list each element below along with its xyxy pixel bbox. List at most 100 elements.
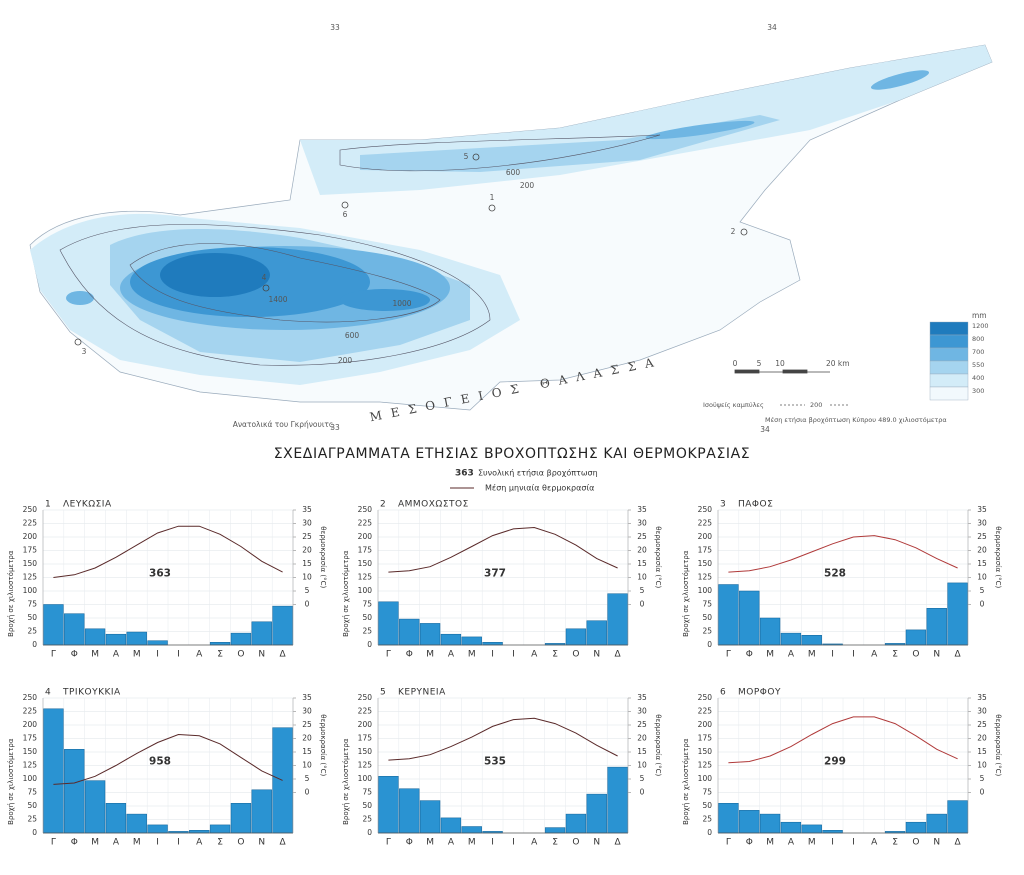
x-tick-label: Γ [726,838,731,848]
y-tick-label: 25 [27,815,37,824]
rain-bar [84,780,106,834]
y2-tick-label: 25 [302,720,312,729]
scale-label: 0 [733,359,738,368]
y2-axis-label: θερμοκρασία (°C) [654,526,662,588]
x-tick-label: Δ [954,838,961,848]
rain-bar [565,628,587,646]
chart-number: 5 [380,688,386,698]
x-tick-label: Α [196,838,203,848]
x-tick-label: Δ [954,650,961,660]
station-label: 1 [490,193,495,202]
climate-chart: 0 25 50 75 100 125 150 175 200 225 250 0 5 10 15 20 25 30… [682,500,1002,660]
total-rainfall: 299 [824,755,846,767]
rain-bar [780,821,802,834]
x-tick-label: Σ [217,650,223,660]
y2-tick-label: 20 [977,546,987,555]
y2-tick-label: 15 [977,747,987,756]
x-tick-label: Ι [177,838,180,848]
chart-title: ΚΕΡΥΝΕΙΑ [398,688,446,698]
rain-zone-700 [870,70,930,90]
legend-number: 363 [455,469,474,479]
legend-swatch [929,360,969,375]
y2-tick-label: 10 [637,573,647,582]
y2-tick-label: 20 [977,734,987,743]
y2-tick-label: 35 [977,693,987,702]
x-tick-label: Σ [217,838,223,848]
y-tick-label: 100 [358,586,373,595]
y-tick-label: 125 [358,573,373,582]
rain-zone-700 [66,291,94,305]
y2-tick-label: 25 [637,532,647,541]
y2-tick-label: 25 [977,720,987,729]
x-tick-label: Γ [386,650,391,660]
x-tick-label: Γ [726,650,731,660]
y-tick-label: 250 [23,505,38,514]
x-tick-label: Α [531,838,538,848]
station-label: 2 [731,227,736,236]
total-rainfall: 958 [149,755,171,767]
scale-label: 20 km [826,359,850,368]
y-tick-label: 100 [698,774,713,783]
total-rainfall: 528 [824,567,846,579]
scale-segment [782,369,808,374]
x-tick-label: Φ [406,650,413,660]
y-tick-label: 0 [32,828,37,837]
y2-axis-label: θερμοκρασία (°C) [654,714,662,776]
rain-bar [209,824,231,834]
x-tick-label: Μ [766,838,774,848]
y2-tick-label: 25 [302,532,312,541]
x-tick-label: Ο [912,838,919,848]
rain-bar [43,604,64,646]
y-tick-label: 250 [23,693,38,702]
rain-bar [378,601,399,646]
x-tick-label: Φ [71,650,78,660]
y-tick-label: 175 [698,734,713,743]
rain-bar [399,788,420,834]
y-tick-label: 175 [358,734,373,743]
x-tick-label: Ν [593,838,600,848]
rain-zone-800 [340,289,430,311]
x-tick-label: Σ [552,650,558,660]
station-label: 4 [262,273,267,282]
x-tick-label: Α [871,838,878,848]
y-tick-label: 25 [702,815,712,824]
station-marker [341,201,349,209]
y2-tick-label: 35 [637,505,647,514]
y-tick-label: 225 [698,707,713,716]
rain-bar [251,621,272,646]
rain-bar [482,642,503,646]
x-tick-label: Ι [156,838,159,848]
y-axis-label: Βροχή σε χιλιοστόμετρα [682,738,690,825]
y2-axis-label: θερμοκρασία (°C) [319,714,327,776]
y2-tick-label: 35 [977,505,987,514]
y2-tick-label: 15 [302,747,312,756]
y2-tick-label: 20 [302,546,312,555]
x-tick-label: Ι [491,838,494,848]
y-tick-label: 250 [698,505,713,514]
y2-tick-label: 15 [977,559,987,568]
rain-bar [586,620,607,646]
y2-tick-label: 20 [637,734,647,743]
rain-bar [84,628,106,646]
x-tick-label: Μ [133,650,141,660]
rain-bar [461,826,482,834]
chart-title: ΑΜΜΟΧΩΣΤΟΣ [398,500,469,510]
y2-tick-label: 5 [980,586,985,595]
y2-tick-label: 20 [637,546,647,555]
rain-bar [64,613,85,646]
chart-title: ΜΟΡΦΟΥ [738,688,781,698]
chart-title: ΛΕΥΚΩΣΙΑ [63,500,112,510]
x-tick-label: Γ [51,650,56,660]
rain-bar [607,593,628,646]
total-rainfall: 535 [484,755,506,767]
y2-tick-label: 15 [302,559,312,568]
legend-label: 400 [972,374,984,382]
y2-tick-label: 5 [305,774,310,783]
rain-bar [926,608,947,646]
y-tick-label: 225 [23,519,38,528]
y-tick-label: 125 [698,573,713,582]
scale-label: 10 [775,359,785,368]
y2-tick-label: 35 [637,693,647,702]
y-tick-label: 25 [362,815,372,824]
